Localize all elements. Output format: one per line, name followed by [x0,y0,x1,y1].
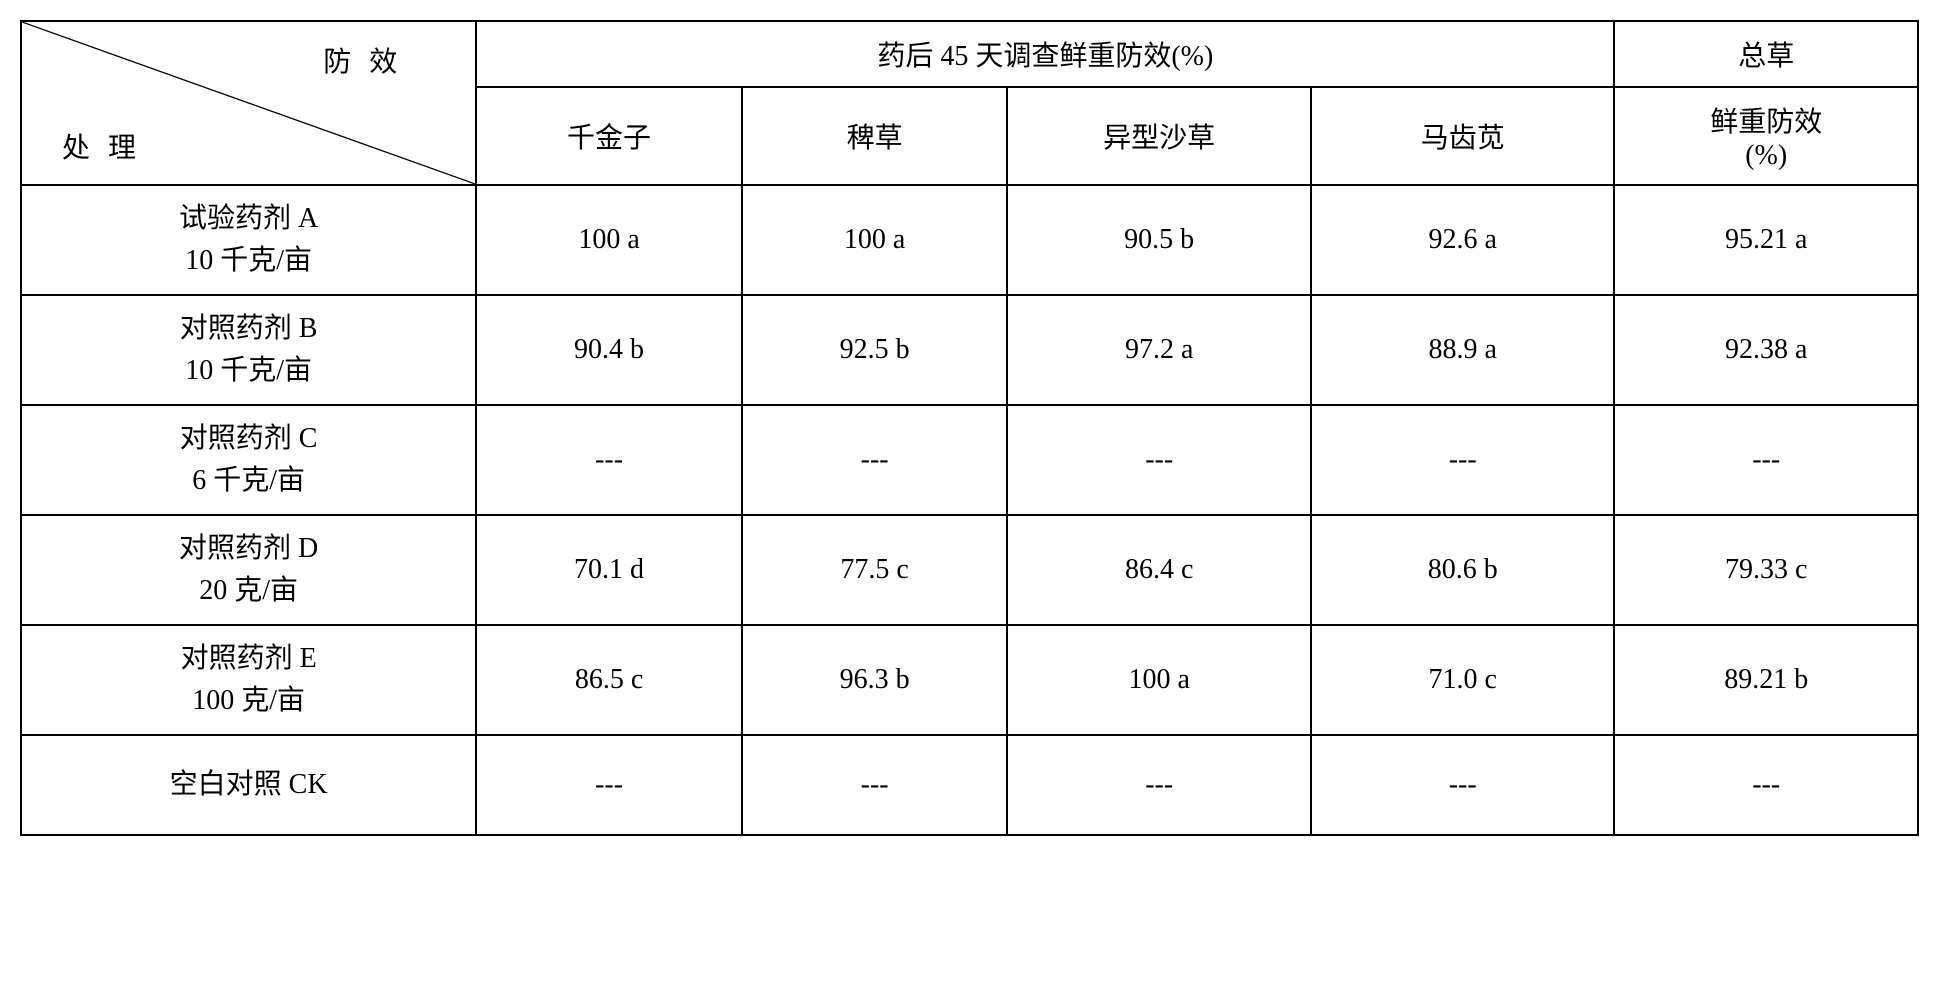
treatment-label: 对照药剂 E 100 克/亩 [21,625,476,735]
data-cell: 70.1 d [476,515,742,625]
treatment-label: 试验药剂 A 10 千克/亩 [21,185,476,295]
sub-col-2: 异型沙草 [1007,87,1311,185]
data-cell: 86.5 c [476,625,742,735]
diagonal-header-cell: 防效 处理 [21,21,476,185]
data-cell: 71.0 c [1311,625,1615,735]
table-row: 试验药剂 A 10 千克/亩 100 a 100 a 90.5 b 92.6 a… [21,185,1918,295]
data-cell: 97.2 a [1007,295,1311,405]
data-cell: --- [742,735,1008,835]
data-cell: --- [476,735,742,835]
data-cell: 88.9 a [1311,295,1615,405]
treatment-label: 对照药剂 C 6 千克/亩 [21,405,476,515]
header-total-top: 总草 [1614,21,1918,87]
data-cell: --- [1614,735,1918,835]
efficacy-table: 防效 处理 药后 45 天调查鲜重防效(%) 总草 千金子 稗草 异型沙草 马齿… [20,20,1919,836]
data-cell: --- [1007,735,1311,835]
data-cell: --- [476,405,742,515]
data-cell: --- [1311,735,1615,835]
data-cell: 90.4 b [476,295,742,405]
data-cell: 92.5 b [742,295,1008,405]
data-cell: --- [742,405,1008,515]
data-cell: 90.5 b [1007,185,1311,295]
data-cell: 79.33 c [1614,515,1918,625]
total-bottom-l1: 鲜重防效 [1710,107,1822,138]
data-cell: 80.6 b [1311,515,1615,625]
table-row: 对照药剂 E 100 克/亩 86.5 c 96.3 b 100 a 71.0 … [21,625,1918,735]
data-cell: --- [1311,405,1615,515]
diag-label-bottom: 处理 [62,126,154,166]
treatment-label: 空白对照 CK [21,735,476,835]
data-cell: 100 a [1007,625,1311,735]
data-cell: 95.21 a [1614,185,1918,295]
header-total-bottom: 鲜重防效 (%) [1614,87,1918,185]
treatment-label: 对照药剂 D 20 克/亩 [21,515,476,625]
table-row: 对照药剂 B 10 千克/亩 90.4 b 92.5 b 97.2 a 88.9… [21,295,1918,405]
table-row: 对照药剂 C 6 千克/亩 --- --- --- --- --- [21,405,1918,515]
total-bottom-l2: (%) [1745,140,1787,171]
sub-col-1: 稗草 [742,87,1008,185]
data-cell: 86.4 c [1007,515,1311,625]
diag-label-top: 防效 [323,40,415,80]
data-cell: --- [1007,405,1311,515]
table-row: 对照药剂 D 20 克/亩 70.1 d 77.5 c 86.4 c 80.6 … [21,515,1918,625]
data-cell: 77.5 c [742,515,1008,625]
treatment-label: 对照药剂 B 10 千克/亩 [21,295,476,405]
data-cell: 89.21 b [1614,625,1918,735]
data-cell: 92.38 a [1614,295,1918,405]
data-cell: 92.6 a [1311,185,1615,295]
data-cell: 100 a [742,185,1008,295]
data-cell: 96.3 b [742,625,1008,735]
data-cell: --- [1614,405,1918,515]
table-row: 空白对照 CK --- --- --- --- --- [21,735,1918,835]
sub-col-0: 千金子 [476,87,742,185]
header-span-title: 药后 45 天调查鲜重防效(%) [476,21,1614,87]
data-cell: 100 a [476,185,742,295]
header-row-1: 防效 处理 药后 45 天调查鲜重防效(%) 总草 [21,21,1918,87]
sub-col-3: 马齿苋 [1311,87,1615,185]
